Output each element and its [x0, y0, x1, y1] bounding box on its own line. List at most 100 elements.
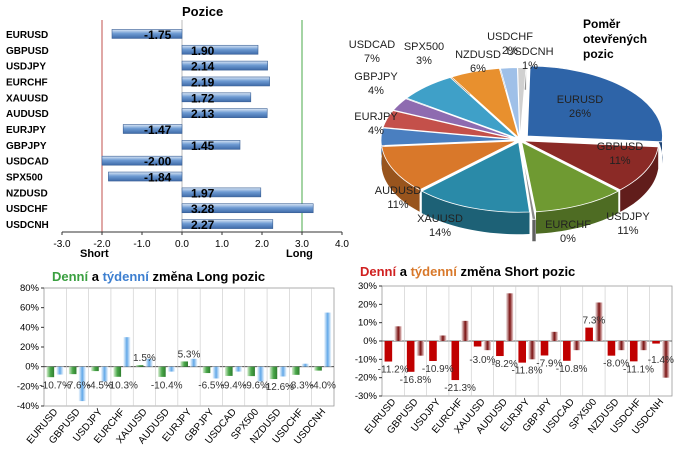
long-change-bars	[46, 312, 332, 402]
pie-slice-side	[421, 191, 530, 235]
daily-change-bar	[135, 365, 144, 367]
pie-value-label: 11%	[387, 199, 408, 211]
position-bar	[181, 44, 259, 55]
y-tick-label: 10%	[358, 318, 378, 329]
open-positions-pie-chart: Poměr otevřených pozic EURUSD 26% GBPUSD 11…	[349, 17, 663, 245]
daily-value-label: -11.1%	[623, 364, 654, 375]
daily-change-bar	[607, 341, 616, 356]
weekly-change-bar	[661, 341, 670, 378]
daily-value-label: -7.6%	[64, 381, 90, 392]
long-change-title: Denní a týdenní změna Long pozic	[52, 269, 265, 284]
y-tick-label: 20%	[358, 299, 378, 310]
y-tick-label: -10%	[355, 354, 378, 365]
position-bar	[181, 108, 268, 118]
daily-change-bar	[652, 341, 660, 344]
pie-value-label: 26%	[569, 108, 591, 120]
value-label: -1.75	[144, 28, 172, 42]
weekly-change-bar	[639, 341, 648, 351]
position-bar	[181, 187, 262, 198]
short-change-chart: Denní a týdenní změna Short pozic -30% -2…	[355, 264, 674, 437]
short-change-bars	[384, 293, 670, 381]
daily-value-label: -10.7%	[39, 381, 71, 392]
weekly-change-bar	[279, 366, 287, 377]
position-bar	[181, 60, 268, 71]
pie-label: EURJPY	[354, 111, 398, 123]
y-tick-label: -40%	[17, 401, 40, 412]
weekly-change-bar	[145, 358, 153, 367]
x-tick-label: -1.0	[133, 239, 151, 250]
pie-value-label: 11%	[617, 225, 638, 237]
long-annotation: Long	[286, 248, 313, 260]
daily-change-bar	[269, 366, 278, 380]
weekly-change-bar	[323, 312, 332, 367]
pie-title-line-3: pozic	[583, 47, 614, 61]
weekly-change-bar	[234, 366, 243, 372]
daily-value-label: -1.4%	[648, 355, 674, 366]
pie-label: AUDUSD	[375, 185, 422, 197]
daily-value-label: -12.6%	[262, 382, 294, 393]
y-tick-label: 20%	[20, 342, 40, 353]
category-label: NZDUSD	[6, 188, 48, 199]
pie-label: EURUSD	[557, 94, 604, 106]
daily-change-bar	[629, 341, 638, 362]
x-tick-label: 0.0	[175, 239, 189, 250]
short-title-weekly: týdenní	[411, 264, 458, 279]
position-bar	[181, 76, 270, 87]
daily-value-label: -16.8%	[400, 375, 432, 386]
daily-change-bar	[314, 366, 322, 371]
weekly-change-bar	[572, 341, 581, 351]
pie-slice	[517, 67, 527, 138]
y-tick-label: 0%	[363, 336, 377, 347]
value-label: -2.00	[144, 155, 172, 169]
y-tick-label: -30%	[355, 391, 378, 402]
y-tick-label: -20%	[355, 373, 378, 384]
pie-slice	[450, 67, 520, 139]
daily-change-bar	[247, 366, 255, 377]
weekly-change-bar	[594, 302, 603, 341]
position-bar	[122, 124, 183, 134]
pie-label: USDCNH	[506, 46, 553, 58]
daily-value-label: -11.8%	[512, 366, 543, 377]
daily-value-label: -7.9%	[536, 358, 562, 369]
daily-change-bar	[113, 366, 122, 377]
long-change-axes: -40% -20% 0% 20% 40% 60% 80%	[17, 283, 335, 412]
long-title-and: a	[88, 269, 102, 284]
daily-value-label: -8.2%	[492, 359, 518, 370]
short-title-daily: Denní	[360, 264, 397, 279]
pie-slice-side	[536, 191, 619, 234]
long-title-daily: Denní	[52, 269, 89, 284]
category-label: XAUUSD	[6, 93, 48, 104]
category-label: AUDUSD	[6, 109, 49, 120]
pie-label: EURCHF	[545, 219, 591, 231]
category-label: EURJPY	[6, 125, 46, 136]
category-label: EURCHF	[6, 77, 48, 88]
category-label: USDCNH	[6, 220, 49, 231]
daily-value-label: -11.2%	[378, 365, 409, 376]
long-title-rest: změna Long pozic	[149, 269, 265, 284]
short-change-axes: -30% -20% -10% 0% 10% 20% 30%	[355, 281, 673, 402]
daily-value-label: -4.0%	[310, 381, 336, 392]
pie-value-label: 6%	[470, 63, 486, 75]
value-label: 2.13	[191, 107, 215, 121]
pie-value-label: 7%	[364, 53, 380, 65]
weekly-change-bar	[212, 366, 220, 379]
y-tick-label: 60%	[20, 303, 40, 314]
daily-value-label: -9.4%	[221, 381, 247, 392]
x-tick-label: -3.0	[53, 239, 71, 250]
long-change-chart: Denní a týdenní změna Long pozic -40% -20…	[17, 269, 336, 447]
pie-value-label: 4%	[368, 85, 384, 97]
pie-label: NZDUSD	[455, 49, 501, 61]
pie-slice	[523, 140, 659, 191]
weekly-change-bar	[56, 366, 64, 375]
value-label: 3.28	[191, 202, 215, 216]
pie-title-line-2: otevřených	[583, 32, 647, 46]
weekly-change-bar	[483, 341, 491, 351]
weekly-change-bar	[461, 320, 469, 341]
pie-label: USDCAD	[349, 39, 396, 51]
positions-chart-title: Pozice	[182, 4, 223, 19]
pie-label: XAUUSD	[417, 213, 463, 225]
weekly-change-bar	[505, 293, 514, 341]
daily-change-bar	[518, 341, 526, 363]
pie-slice	[527, 65, 663, 143]
